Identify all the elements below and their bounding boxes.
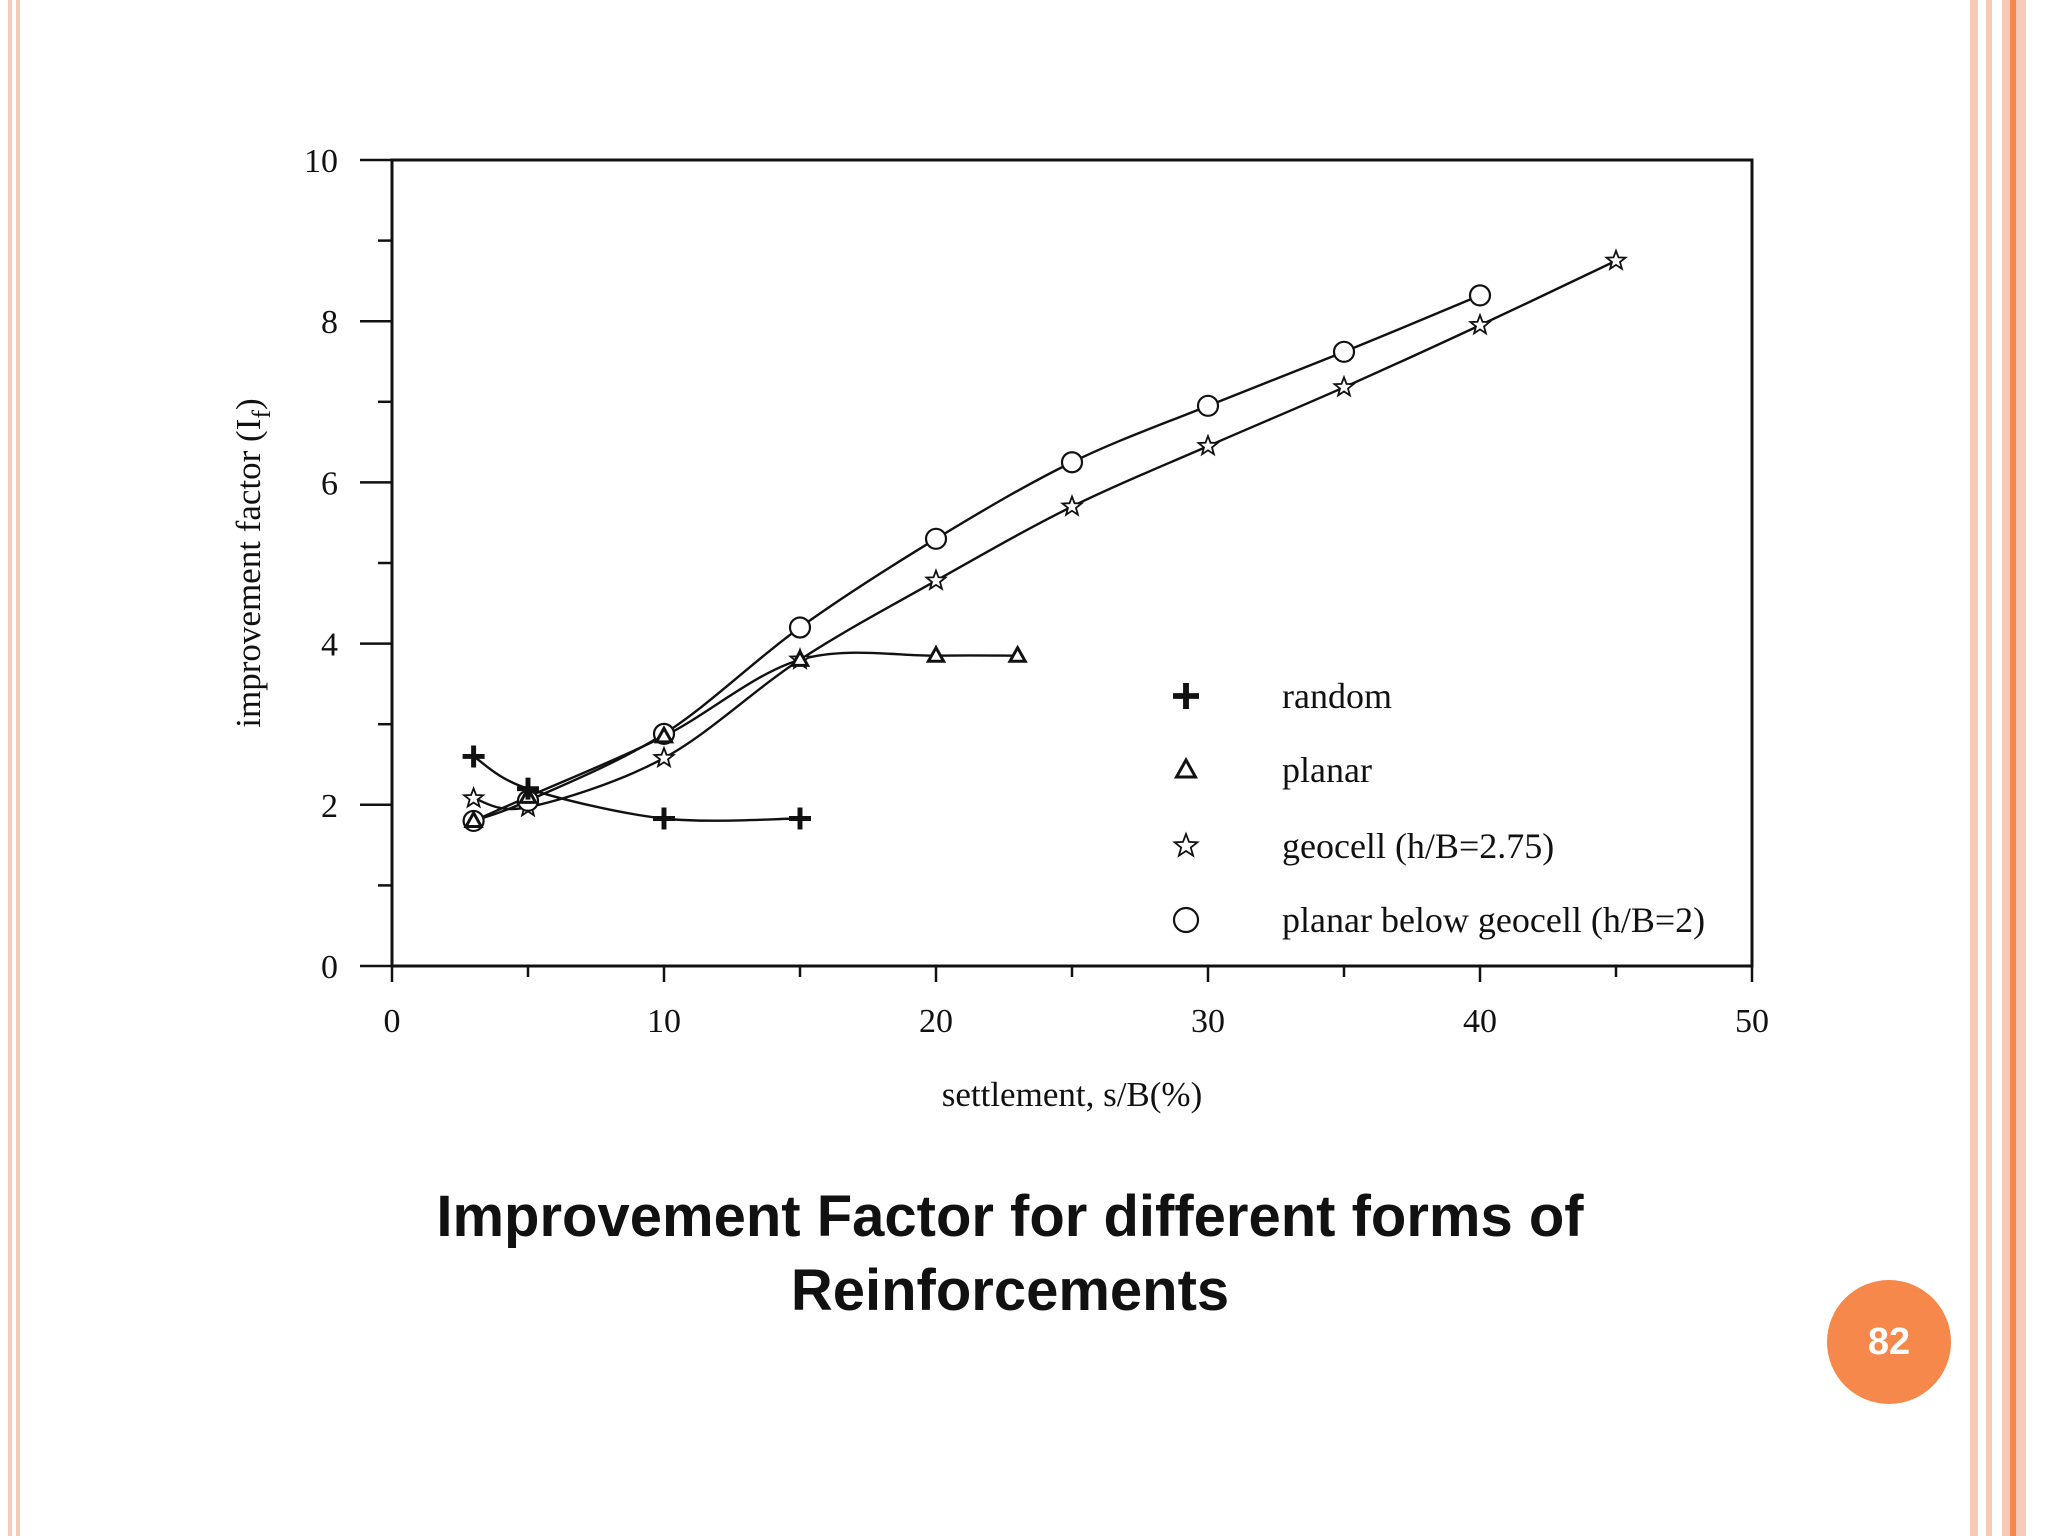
y-tick-label: 2 [321, 788, 338, 825]
x-tick-label: 10 [647, 1003, 681, 1040]
point-geocell-2 [1332, 374, 1356, 398]
page-number-badge: 82 [1827, 1280, 1951, 1404]
series-line-geocell-2 [473, 259, 1617, 811]
legend-label-0: random [1282, 676, 1392, 716]
point-geocell-2 [924, 568, 948, 591]
point-geocell-2 [1468, 312, 1492, 336]
point-random-0 [653, 807, 676, 830]
caption-line-2: Reinforcements [790, 1258, 1230, 1323]
point-geocell-2 [652, 745, 676, 769]
x-tick-label: 40 [1463, 1003, 1497, 1040]
y-tick-label: 6 [321, 465, 338, 502]
point-planar-3 [788, 616, 812, 639]
point-random-0 [462, 745, 485, 768]
legend-label-2: geocell (h/B=2.75) [1282, 826, 1554, 866]
legend-label-1: planar [1282, 750, 1372, 790]
point-geocell-2 [1196, 433, 1220, 457]
caption-line-1: Improvement Factor for different forms o… [436, 1184, 1584, 1249]
point-geocell-2 [1060, 494, 1084, 517]
legend-marker-3 [1172, 906, 1200, 934]
legend-marker-0 [1173, 683, 1199, 709]
point-planar-1 [789, 648, 811, 667]
point-planar-1 [463, 809, 484, 829]
point-planar-3 [1332, 340, 1356, 363]
point-planar-3 [1060, 451, 1084, 474]
point-geocell-2 [461, 785, 486, 809]
series-line-random-0 [472, 755, 801, 822]
point-planar-3 [1196, 394, 1220, 417]
y-tick-label: 0 [321, 949, 338, 986]
point-random-0 [789, 807, 812, 830]
legend-marker-1 [1173, 756, 1199, 779]
series-line-planar-3 [473, 294, 1481, 823]
legend-marker-2 [1172, 831, 1200, 858]
y-tick-label: 10 [304, 143, 338, 180]
x-tick-label: 50 [1735, 1003, 1769, 1040]
point-planar-3 [1468, 284, 1492, 307]
point-planar-1 [1007, 644, 1028, 663]
y-tick-label: 8 [321, 304, 338, 341]
x-tick-label: 30 [1191, 1003, 1225, 1040]
point-planar-1 [925, 644, 947, 663]
legend-label-3: planar below geocell (h/B=2) [1282, 900, 1705, 940]
slide-frame-left [0, 0, 24, 1536]
point-geocell-2 [1604, 248, 1628, 271]
point-planar-3 [924, 527, 948, 550]
point-planar-1 [653, 725, 675, 744]
x-axis-label: settlement, s/B(%) [942, 1075, 1203, 1114]
slide-frame-right [1954, 0, 2048, 1536]
point-random-0 [517, 777, 540, 800]
x-tick-label: 0 [384, 1003, 401, 1040]
y-axis-label: improvement factor (If) [229, 398, 276, 727]
x-tick-label: 20 [919, 1003, 953, 1040]
y-tick-label: 4 [321, 627, 338, 664]
slide-caption: Improvement Factor for different forms o… [300, 1180, 1720, 1328]
